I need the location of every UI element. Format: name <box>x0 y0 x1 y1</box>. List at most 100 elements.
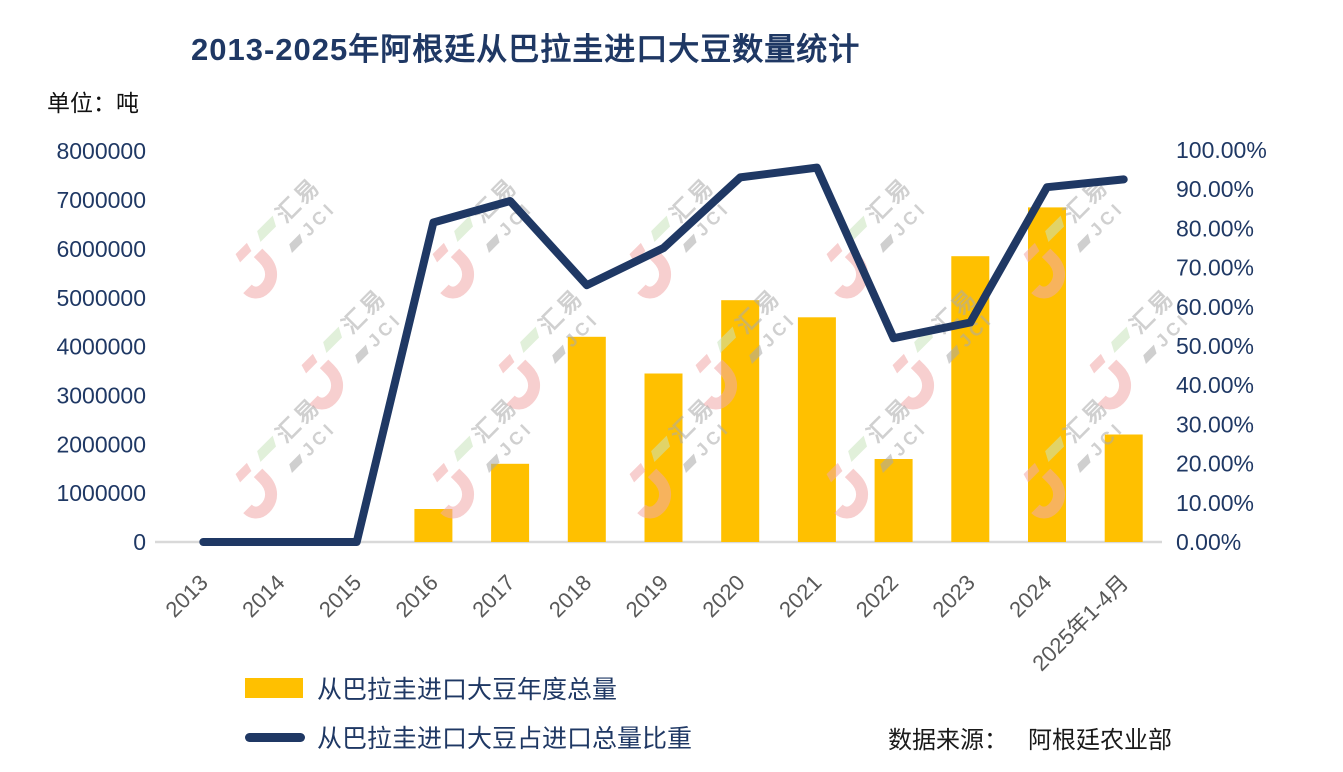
jci-logo-icon <box>629 462 672 519</box>
right-axis-tick: 90.00% <box>1176 176 1254 202</box>
right-axis-tick: 100.00% <box>1176 137 1267 163</box>
watermark-green-shape <box>1045 435 1064 463</box>
watermark-text: 汇易 JCI <box>838 168 936 266</box>
watermark: 汇易 JCI <box>670 279 810 419</box>
watermark-jci-text: JCI <box>560 308 604 352</box>
jci-logo-icon <box>629 242 672 299</box>
watermark-text: 汇易 JCI <box>510 279 608 377</box>
watermark-jci-text: JCI <box>888 417 932 461</box>
left-axis-tick: 7000000 <box>56 187 146 213</box>
watermark: 汇易 JCI <box>801 388 941 528</box>
watermark-gray-shape <box>354 344 369 364</box>
left-axis-tick: 4000000 <box>56 334 146 360</box>
jci-logo-icon <box>498 353 541 410</box>
jci-logo-icon <box>892 353 935 410</box>
watermark-text: 汇易 JCI <box>247 388 345 486</box>
watermark-gray-shape <box>748 344 763 364</box>
watermark-green-shape <box>257 435 276 463</box>
watermark-text: 汇易 JCI <box>838 388 936 486</box>
bar-2017 <box>491 463 530 542</box>
watermark-cn-text: 汇易 <box>467 172 523 228</box>
watermark-jci-text: JCI <box>494 197 538 241</box>
watermark-gray-shape <box>288 453 303 473</box>
percentage-line <box>199 163 1128 546</box>
watermark: 汇易 JCI <box>867 279 1007 419</box>
x-axis-label: 2015 <box>314 570 366 622</box>
right-axis-tick: 30.00% <box>1176 411 1254 437</box>
watermark-green-shape <box>520 326 539 354</box>
watermark-cn-text: 汇易 <box>861 392 917 448</box>
watermark-text: 汇易 JCI <box>313 279 411 377</box>
watermark-jci-text: JCI <box>297 417 341 461</box>
legend-line-swatch <box>245 732 305 742</box>
watermark-green-shape <box>651 435 670 463</box>
left-axis-tick: 8000000 <box>56 138 146 164</box>
watermark-cn-text: 汇易 <box>927 283 983 339</box>
x-axis-label: 2019 <box>621 570 673 622</box>
watermark-gray-shape <box>682 233 697 253</box>
right-axis-tick: 50.00% <box>1176 333 1254 359</box>
watermark: 汇易 JCI <box>998 168 1138 308</box>
watermark-green-shape <box>257 215 276 243</box>
watermark-text: 汇易 JCI <box>1035 168 1133 266</box>
watermark-green-shape <box>848 435 867 463</box>
watermark-cn-text: 汇易 <box>270 392 326 448</box>
right-axis-tick: 10.00% <box>1176 490 1254 516</box>
watermark-cn-text: 汇易 <box>1124 283 1180 339</box>
bar-2018 <box>567 336 606 542</box>
watermark-cn-text: 汇易 <box>1058 172 1114 228</box>
bar-2020 <box>721 300 760 542</box>
x-axis-label: 2013 <box>161 570 213 622</box>
jci-logo-icon <box>1023 242 1066 299</box>
watermark-cn-text: 汇易 <box>270 172 326 228</box>
left-axis-tick: 1000000 <box>56 480 146 506</box>
watermark-green-shape <box>717 326 736 354</box>
right-axis-tick: 70.00% <box>1176 255 1254 281</box>
left-axis-tick: 2000000 <box>56 431 146 457</box>
watermark-text: 汇易 JCI <box>247 168 345 266</box>
bar-2025年1-4月 <box>1104 434 1143 542</box>
x-axis-label: 2017 <box>467 570 519 622</box>
watermark: 汇易 JCI <box>407 388 547 528</box>
jci-logo-icon <box>826 462 869 519</box>
watermark-jci-text: JCI <box>757 308 801 352</box>
watermark-gray-shape <box>1076 233 1091 253</box>
data-source: 数据来源： 阿根廷农业部 <box>888 720 1172 755</box>
jci-logo-icon <box>1023 462 1066 519</box>
data-source-label: 数据来源： <box>888 727 1008 754</box>
watermark-jci-text: JCI <box>691 197 735 241</box>
right-axis-tick: 20.00% <box>1176 451 1254 477</box>
watermark-gray-shape <box>551 344 566 364</box>
x-axis-label: 2020 <box>697 570 749 622</box>
left-axis-tick: 6000000 <box>56 236 146 262</box>
x-axis-label: 2014 <box>237 570 289 622</box>
watermark: 汇易 JCI <box>210 388 350 528</box>
watermark: 汇易 JCI <box>604 388 744 528</box>
watermark: 汇易 JCI <box>210 168 350 308</box>
watermark-gray-shape <box>879 453 894 473</box>
watermark-jci-text: JCI <box>888 197 932 241</box>
x-axis-label: 2018 <box>544 570 596 622</box>
watermark-green-shape <box>1045 215 1064 243</box>
watermark-text: 汇易 JCI <box>1035 388 1133 486</box>
watermark-text: 汇易 JCI <box>1101 279 1199 377</box>
legend-bar-label: 从巴拉圭进口大豆年度总量 <box>317 676 618 704</box>
watermark-gray-shape <box>485 233 500 253</box>
watermark-text: 汇易 JCI <box>707 279 805 377</box>
watermark-gray-shape <box>1076 453 1091 473</box>
right-axis-tick: 60.00% <box>1176 294 1254 320</box>
watermark-green-shape <box>651 215 670 243</box>
unit-label: 单位：吨 <box>47 90 139 116</box>
watermark: 汇易 JCI <box>1064 279 1204 419</box>
watermark-green-shape <box>1111 326 1130 354</box>
left-axis-tick: 0 <box>133 529 146 555</box>
watermark-cn-text: 汇易 <box>730 283 786 339</box>
watermark-gray-shape <box>1142 344 1157 364</box>
jci-logo-icon <box>235 242 278 299</box>
jci-logo-icon <box>826 242 869 299</box>
watermark-cn-text: 汇易 <box>467 392 523 448</box>
x-axis-label: 2016 <box>391 570 443 622</box>
watermark-green-shape <box>848 215 867 243</box>
